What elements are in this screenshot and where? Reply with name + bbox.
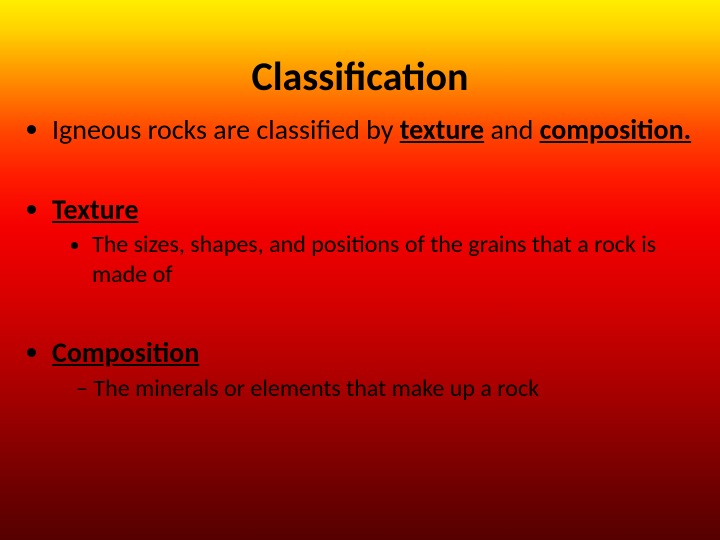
bullet-list: Igneous rocks are classified by texture … [0,113,720,404]
bullet-2-sub-1-text: The sizes, shapes, and positions of the … [92,230,656,289]
bullet-1-run-2: and [484,112,540,147]
bullet-2: Texture The sizes, shapes, and positions… [52,193,696,291]
bullet-1-run-3: composition. [540,112,691,147]
bullet-2-run-0: Texture [52,192,138,227]
bullet-3-sublist: The minerals or elements that make up a … [52,374,696,404]
bullet-3-run-0: Composition [52,335,199,370]
bullet-1-run-0: Igneous rocks are classified by [52,112,400,147]
bullet-1-run-1: texture [400,112,484,147]
bullet-3: Composition The minerals or elements tha… [52,336,696,404]
slide-title: Classification [0,0,720,113]
slide: Classification Igneous rocks are classif… [0,0,720,540]
bullet-1: Igneous rocks are classified by texture … [52,113,696,147]
bullet-2-sublist: The sizes, shapes, and positions of the … [52,230,696,290]
bullet-2-sub-1: The sizes, shapes, and positions of the … [92,230,696,290]
bullet-3-sub-1: The minerals or elements that make up a … [76,374,696,404]
bullet-3-sub-1-text: The minerals or elements that make up a … [93,374,539,403]
